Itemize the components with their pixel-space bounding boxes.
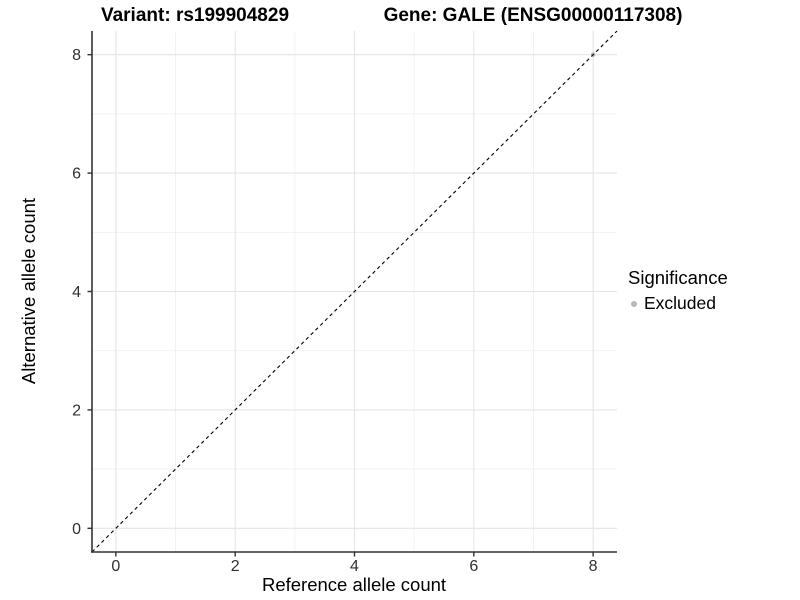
y-tick-label: 8 [72,47,81,64]
x-tick-label: 8 [589,558,598,575]
x-tick-label: 6 [469,558,478,575]
legend-title: Significance [628,267,728,288]
x-tick-label: 4 [350,558,359,575]
y-axis-title: Alternative allele count [18,197,39,385]
x-axis-title: Reference allele count [261,574,447,595]
y-tick-label: 6 [72,166,81,183]
x-tick-label: 2 [231,558,240,575]
plot-title-gene: Gene: GALE (ENSG00000117308) [383,5,683,26]
legend-point-icon [631,300,637,307]
legend-entry-excluded: Excluded [628,293,728,314]
legend: Significance Excluded [628,267,728,314]
legend-entry-label: Excluded [644,293,716,313]
y-tick-label: 0 [72,521,81,538]
x-tick-label: 0 [111,558,120,575]
plot-title-variant: Variant: rs199904829 [100,5,290,26]
y-tick-label: 4 [72,284,81,301]
y-tick-label: 2 [72,402,81,419]
identity-line [91,30,618,553]
